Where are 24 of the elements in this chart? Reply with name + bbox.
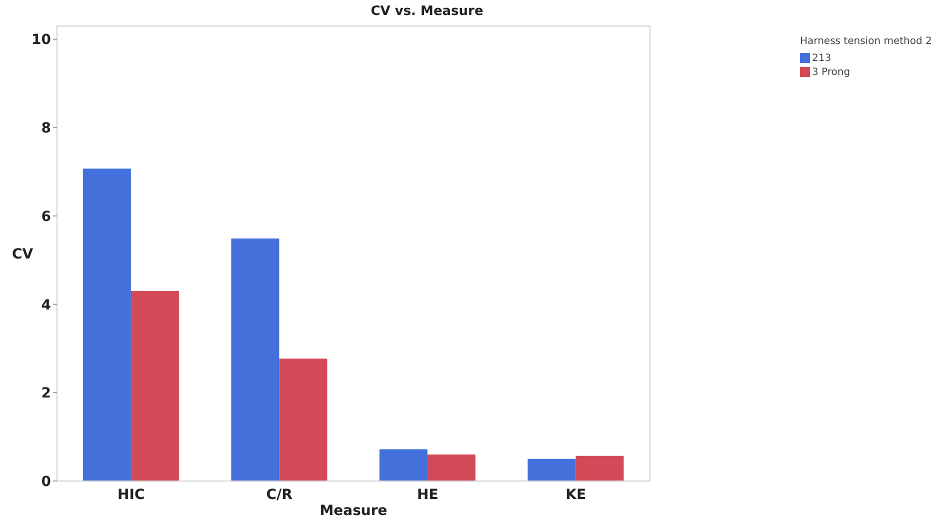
bar xyxy=(427,454,476,481)
y-tick-label: 10 xyxy=(32,32,52,48)
legend-label: 3 Prong xyxy=(812,66,850,78)
y-tick-label: 4 xyxy=(41,297,52,314)
bar xyxy=(279,358,328,481)
legend-label: 213 xyxy=(812,52,832,64)
y-tick-label: 8 xyxy=(41,120,51,137)
bar xyxy=(576,456,624,481)
bar xyxy=(130,291,179,481)
bar xyxy=(231,238,280,481)
legend-title: Harness tension method 2 xyxy=(800,36,933,47)
x-tick-label: HIC xyxy=(118,486,145,503)
y-tick-label: 0 xyxy=(41,474,52,490)
bar xyxy=(528,458,576,481)
bar xyxy=(379,449,428,481)
x-axis-title: Measure xyxy=(320,502,388,519)
y-tick-label: 6 xyxy=(41,208,51,225)
y-tick-label: 2 xyxy=(41,386,51,402)
x-tick-label: C/R xyxy=(266,486,293,503)
x-tick-label: HE xyxy=(416,486,438,503)
y-axis-title: CV xyxy=(12,246,34,262)
x-tick-label: KE xyxy=(566,486,586,503)
bar xyxy=(82,168,131,481)
chart-title: CV vs. Measure xyxy=(370,4,484,19)
